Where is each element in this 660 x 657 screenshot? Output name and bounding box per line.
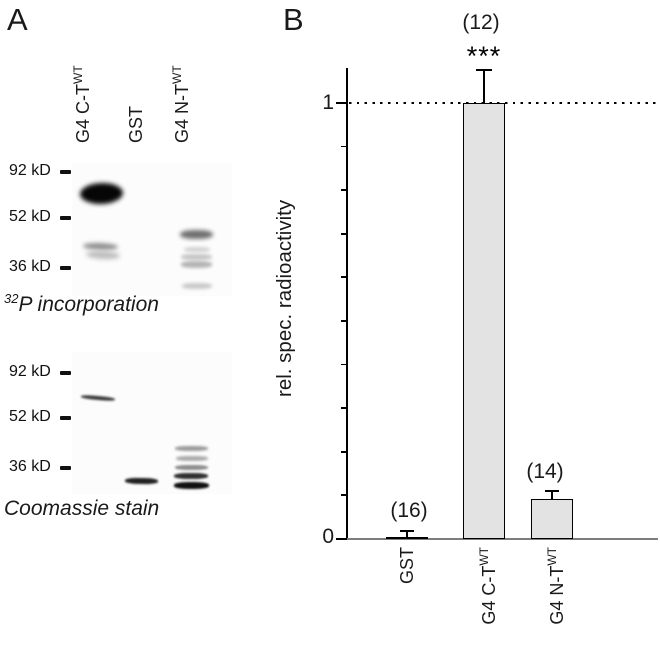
lane-label-text: G4 N-T: [172, 83, 192, 143]
y-minor-tick: [340, 494, 347, 497]
lane-label-g4ct: G4 C-TWT: [67, 65, 93, 143]
reference-dotted-line: [349, 101, 657, 104]
caption-text: Coomassie stain: [4, 497, 160, 520]
y-minor-tick: [340, 232, 347, 235]
marker-label-52kd: 52 kD: [9, 208, 51, 225]
gel-band: [124, 477, 159, 485]
gel-band: [181, 261, 212, 268]
y-minor-tick: [340, 363, 347, 366]
x-category-sup: WT: [545, 547, 559, 566]
gel-band: [184, 247, 210, 252]
lane-label-g4nt: G4 N-TWT: [166, 65, 192, 143]
bar-G4 N-T: [531, 498, 573, 539]
lane-label-sup: WT: [170, 65, 184, 84]
marker-tick-92kd: [60, 170, 71, 174]
caption-32p-incorporation: 32P incorporation: [4, 291, 159, 317]
marker-label-36kd-2: 36 kD: [9, 458, 51, 475]
lane-label-text: GST: [126, 105, 146, 143]
error-bar-stem: [483, 69, 485, 103]
caption-superscript: 32: [4, 291, 19, 306]
gel-band: [182, 283, 212, 289]
y-axis-line: [346, 68, 348, 540]
bar-G4 C-T: [463, 103, 505, 539]
y-minor-tick: [340, 189, 347, 191]
panel-b-label: B: [283, 2, 304, 37]
marker-label-52kd-2: 52 kD: [9, 408, 51, 425]
blot-film-coomassie: [72, 352, 232, 494]
lane-label-sup: WT: [71, 65, 85, 84]
marker-label-92kd: 92 kD: [9, 162, 51, 179]
x-category-sup: WT: [477, 547, 491, 566]
y-tick-label-1: 1: [322, 91, 334, 114]
marker-tick-52kd: [60, 216, 71, 220]
x-category-label: GST: [396, 547, 418, 584]
gel-band: [174, 482, 209, 489]
caption-coomassie-stain: Coomassie stain: [4, 497, 159, 521]
y-axis-title: rel. spec. radioactivity: [273, 199, 296, 397]
marker-label-36kd: 36 kD: [9, 258, 51, 275]
gel-band: [174, 473, 208, 479]
x-category-text: G4 N-T: [547, 565, 567, 625]
y-tick-0: [336, 537, 347, 540]
x-category-label: G4 N-TWT: [541, 547, 567, 625]
error-bar-cap: [545, 490, 559, 493]
lane-label-gst: GST: [120, 106, 146, 143]
marker-label-92kd-2: 92 kD: [9, 363, 51, 380]
significance-stars: ***: [466, 41, 502, 71]
sample-count-label: (14): [526, 460, 564, 483]
error-bar-cap: [476, 68, 492, 71]
bar-GST: [386, 536, 428, 539]
caption-text: P incorporation: [18, 293, 159, 316]
marker-tick-92kd-2: [60, 371, 71, 375]
gel-band: [176, 456, 208, 461]
panel-a-label: A: [7, 2, 28, 37]
error-bar-cap: [400, 529, 414, 532]
y-minor-tick: [340, 276, 347, 279]
y-minor-tick: [340, 450, 347, 453]
y-minor-tick: [340, 407, 347, 409]
x-category-text: GST: [397, 547, 417, 585]
gel-band: [175, 446, 208, 451]
x-category-text: G4 C-T: [479, 565, 499, 625]
marker-tick-52kd-2: [60, 416, 71, 420]
error-bar-stem: [406, 530, 408, 537]
gel-band: [175, 465, 208, 470]
y-minor-tick: [340, 320, 347, 322]
y-tick-label-0: 0: [322, 525, 334, 548]
sample-count-label: (16): [390, 499, 428, 522]
lane-label-text: G4 C-T: [73, 83, 93, 143]
y-tick-1: [336, 101, 347, 105]
marker-tick-36kd: [60, 266, 71, 270]
error-bar-stem: [551, 491, 553, 499]
gel-band: [180, 230, 213, 239]
sample-count-label: (12): [462, 11, 500, 34]
marker-tick-36kd-2: [60, 466, 71, 470]
gel-band: [181, 254, 212, 260]
y-minor-tick: [340, 145, 347, 148]
x-category-label: G4 C-TWT: [473, 547, 499, 625]
